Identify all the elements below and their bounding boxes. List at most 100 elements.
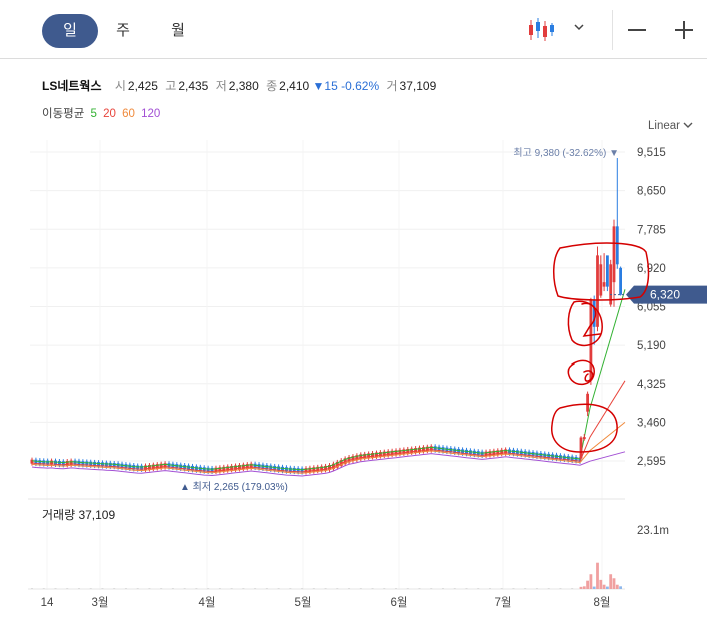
tab-daily[interactable]: 일	[42, 14, 98, 48]
tab-weekly[interactable]: 주	[116, 22, 130, 39]
candle-body	[539, 452, 543, 458]
candle-body	[390, 450, 394, 456]
candle-body	[394, 450, 398, 455]
candle-body	[355, 455, 359, 461]
candle-body	[308, 467, 312, 473]
candle-body	[284, 467, 288, 472]
volume-bar	[442, 588, 444, 589]
low-label: 저	[215, 79, 227, 93]
candle-body	[445, 447, 449, 453]
candle-body	[116, 463, 120, 468]
candle-body	[210, 467, 214, 473]
high-value: 2,435	[178, 79, 209, 93]
candle-body	[374, 452, 378, 457]
candle-body	[609, 264, 613, 305]
candle-body	[144, 465, 148, 470]
candle-body	[230, 465, 234, 471]
candle-body	[304, 468, 308, 473]
volume-max-label: 23.1m	[637, 525, 669, 537]
volume-bar	[465, 588, 468, 589]
candle-body	[261, 464, 265, 470]
annotation-circle	[551, 403, 618, 453]
open-value: 2,425	[127, 79, 158, 93]
candle-body	[312, 467, 316, 472]
volume-bar	[477, 588, 480, 589]
volume-bar	[395, 588, 398, 589]
ma-20[interactable]: 20	[103, 108, 116, 120]
candle-body	[151, 464, 155, 470]
open-label: 시	[114, 79, 126, 93]
volume-bar	[160, 588, 163, 589]
volume-bar	[148, 588, 151, 589]
candle-body	[85, 461, 89, 466]
y-tick-label: 5,190	[637, 340, 666, 352]
chevron-down-icon	[683, 122, 693, 128]
candle-body	[433, 446, 437, 451]
candle-body	[582, 437, 586, 440]
volume-bar	[207, 588, 210, 589]
ma-20-line	[31, 380, 626, 473]
ma-5[interactable]: 5	[90, 108, 97, 120]
volume-bar	[592, 586, 596, 589]
volume-bar	[348, 588, 351, 589]
candle-body	[531, 452, 535, 457]
candle-body	[429, 446, 433, 451]
candlestick-icon[interactable]	[528, 18, 554, 42]
ma-60[interactable]: 60	[122, 108, 135, 120]
volume-bar	[230, 588, 233, 589]
y-tick-label: 8,650	[637, 186, 666, 198]
current-price-label: 6,320	[650, 288, 680, 302]
candle-body	[606, 255, 609, 287]
candle-body	[136, 465, 140, 470]
close-value: 2,410	[279, 79, 310, 93]
minus-icon[interactable]	[628, 29, 646, 31]
volume-bar	[124, 588, 127, 589]
ma-120[interactable]: 120	[141, 108, 161, 120]
volume-bar	[589, 574, 593, 589]
candle-body	[159, 463, 163, 469]
candle-body	[234, 465, 238, 470]
candle-body	[367, 453, 371, 458]
candle-body	[214, 467, 218, 473]
volume-bar	[512, 588, 515, 589]
candle-body	[194, 466, 198, 471]
candle-body	[378, 452, 382, 457]
candle-body	[457, 448, 461, 454]
change-arrow: ▼	[312, 79, 325, 93]
x-tick-label: 4월	[199, 596, 216, 609]
candle-body	[523, 451, 527, 456]
y-tick-label: 6,920	[637, 263, 666, 275]
candle-body	[615, 226, 619, 265]
volume-bar	[488, 588, 491, 589]
volume-value: 37,109	[399, 79, 437, 93]
candle-body	[50, 460, 54, 465]
volume-bar	[406, 588, 409, 589]
candle-body	[277, 466, 281, 471]
candle-body	[558, 455, 562, 460]
volume-bar	[596, 562, 599, 589]
scale-mode-select[interactable]: Linear	[648, 120, 693, 132]
chevron-down-icon[interactable]	[574, 20, 584, 34]
volume-bar	[113, 588, 116, 589]
candle-body	[468, 450, 472, 455]
candle-body	[324, 465, 328, 471]
candle-body	[179, 464, 183, 470]
volume-bar	[571, 588, 574, 589]
y-tick-label: 4,325	[637, 379, 666, 391]
candle-body	[543, 453, 547, 458]
annotation-mark	[583, 370, 594, 382]
candle-body	[421, 447, 425, 452]
candle-body	[42, 460, 46, 465]
moving-average-legend[interactable]: 이동평균 5 20 60 120	[42, 105, 160, 121]
tab-monthly[interactable]: 월	[171, 22, 185, 39]
candle-body	[296, 468, 300, 473]
candle-body	[406, 448, 410, 454]
candle-body	[128, 464, 132, 470]
plus-icon-vertical[interactable]	[683, 21, 685, 39]
volume-bar	[619, 586, 622, 589]
annotation-digit-2	[581, 302, 601, 337]
candle-body	[292, 467, 296, 473]
x-tick-label: 5월	[295, 596, 312, 609]
candle-body	[53, 460, 57, 466]
